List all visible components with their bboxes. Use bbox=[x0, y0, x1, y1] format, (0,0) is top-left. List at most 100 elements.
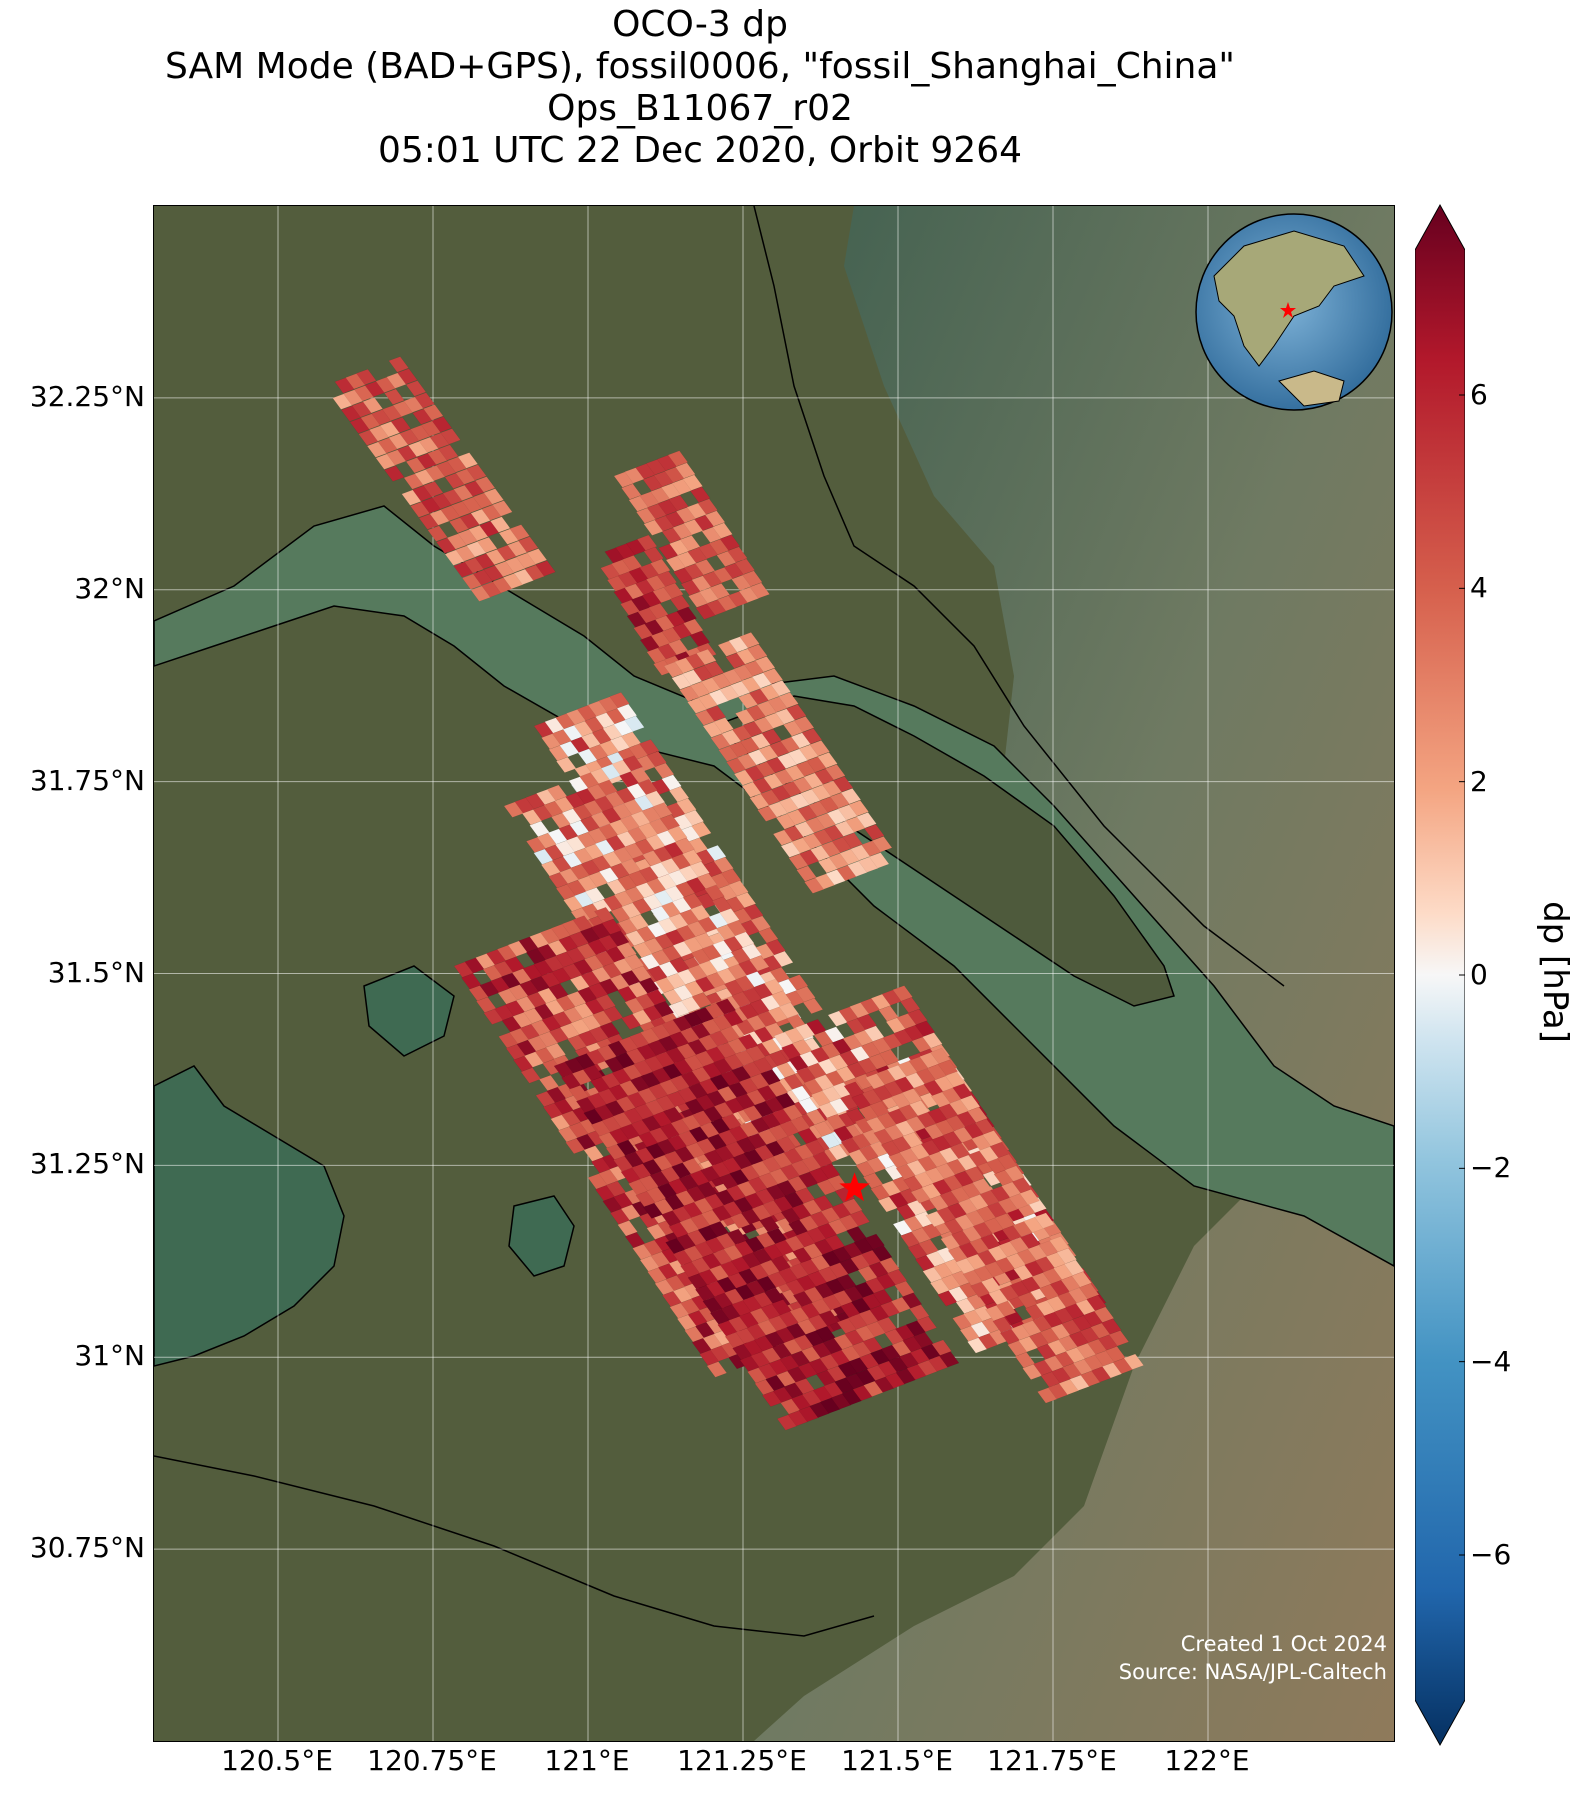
sounding-footprint bbox=[735, 892, 757, 909]
sounding-footprint bbox=[702, 721, 724, 738]
lat-tick-label: 31°N bbox=[74, 1339, 145, 1373]
colorbar-gradient bbox=[1415, 203, 1465, 1747]
sounding-footprint bbox=[825, 1113, 847, 1130]
sounding-footprint bbox=[858, 856, 879, 873]
sounding-footprint bbox=[770, 680, 791, 697]
sounding-footprint bbox=[769, 740, 790, 757]
sounding-footprint bbox=[1004, 1165, 1025, 1182]
sounding-footprint bbox=[622, 755, 643, 772]
sounding-footprint bbox=[1080, 1370, 1101, 1387]
sounding-footprint bbox=[643, 519, 664, 536]
sounding-footprint bbox=[781, 781, 803, 797]
sounding-footprint bbox=[483, 565, 504, 582]
sounding-footprint bbox=[431, 493, 453, 510]
sounding-footprint bbox=[698, 543, 719, 559]
sounding-footprint bbox=[817, 1222, 838, 1239]
sounding-footprint bbox=[453, 561, 474, 578]
sounding-footprint bbox=[734, 558, 755, 575]
sounding-footprint bbox=[1034, 1212, 1055, 1229]
sounding-footprint bbox=[405, 380, 427, 397]
sounding-footprint bbox=[575, 1053, 596, 1070]
sounding-footprint bbox=[826, 808, 848, 825]
sounding-footprint bbox=[609, 692, 630, 709]
yangtze-river bbox=[154, 505, 1394, 1267]
sounding-footprint bbox=[592, 1010, 613, 1027]
sounding-footprint bbox=[837, 804, 859, 821]
sounding-footprint bbox=[742, 721, 764, 737]
sounding-footprint bbox=[817, 857, 839, 874]
dianshan-lake bbox=[508, 1195, 575, 1277]
sounding-footprint bbox=[429, 432, 450, 449]
sounding-footprint bbox=[384, 465, 405, 482]
sounding-footprint bbox=[420, 420, 442, 437]
colorbar-tick-label: 4 bbox=[1470, 571, 1488, 605]
sounding-footprint bbox=[462, 496, 483, 513]
sounding-footprint bbox=[799, 849, 820, 866]
sounding-footprint bbox=[703, 661, 725, 677]
title-line-3: Ops_B11067_r02 bbox=[547, 88, 853, 129]
sounding-footprint bbox=[892, 985, 913, 1002]
sounding-footprint bbox=[917, 1359, 938, 1376]
sounding-footprint bbox=[727, 546, 748, 563]
sounding-footprint bbox=[1019, 1189, 1040, 1206]
sounding-footprint bbox=[540, 971, 562, 988]
sounding-footprint bbox=[812, 1151, 833, 1168]
sounding-footprint bbox=[848, 800, 869, 817]
sounding-footprint bbox=[901, 1292, 923, 1309]
sounding-footprint bbox=[457, 452, 478, 469]
sounding-footprint bbox=[683, 519, 704, 535]
sounding-footprint bbox=[791, 837, 812, 854]
sounding-footprint bbox=[638, 977, 660, 994]
sounding-footprint bbox=[752, 1057, 774, 1074]
sounding-footprint bbox=[418, 513, 440, 530]
sounding-footprint bbox=[738, 1033, 759, 1050]
colorbar-tick-label: −2 bbox=[1470, 1151, 1512, 1185]
sounding-footprint bbox=[635, 463, 656, 480]
sounding-footprint bbox=[431, 416, 453, 433]
sounding-footprint bbox=[830, 1393, 852, 1410]
sounding-footprint bbox=[601, 918, 622, 935]
sounding-footprint bbox=[667, 825, 688, 842]
lon-tick-label: 120.75°E bbox=[367, 1744, 497, 1777]
sounding-footprint bbox=[775, 813, 797, 830]
target-star-icon[interactable] bbox=[839, 1172, 870, 1202]
sounding-footprint bbox=[728, 880, 749, 897]
sounding-footprint bbox=[813, 829, 834, 845]
sounding-footprint bbox=[690, 681, 711, 698]
sounding-footprint bbox=[750, 915, 771, 932]
sounding-footprint bbox=[377, 437, 399, 454]
sounding-footprint bbox=[840, 788, 862, 805]
sounding-footprint bbox=[776, 1414, 798, 1431]
sounding-footprint bbox=[667, 450, 689, 467]
sounding-footprint bbox=[756, 1275, 777, 1292]
sounding-footprint bbox=[755, 761, 776, 778]
sounding-footprint bbox=[687, 547, 708, 564]
sounding-footprint bbox=[680, 579, 701, 596]
sounding-footprint bbox=[522, 809, 543, 826]
sounding-footprint bbox=[744, 660, 765, 677]
sounding-footprint bbox=[745, 1045, 766, 1062]
sounding-footprint bbox=[598, 1169, 619, 1186]
sounding-footprint bbox=[911, 1227, 932, 1244]
sounding-footprint bbox=[464, 557, 485, 574]
sounding-footprint bbox=[748, 688, 770, 705]
lat-tick-label: 31.5°N bbox=[47, 955, 145, 989]
map-canvas[interactable] bbox=[154, 206, 1394, 1741]
sounding-footprint bbox=[759, 1216, 780, 1233]
sounding-footprint bbox=[763, 1243, 784, 1260]
lat-tick-label: 30.75°N bbox=[29, 1531, 145, 1565]
sounding-footprint bbox=[788, 853, 809, 870]
sounding-footprint bbox=[637, 778, 658, 795]
sounding-footprint bbox=[855, 1160, 876, 1177]
sounding-footprint bbox=[778, 1002, 800, 1019]
sounding-footprint bbox=[595, 994, 616, 1011]
sounding-footprint bbox=[691, 821, 712, 838]
sounding-footprint bbox=[420, 497, 442, 514]
sounding-footprint bbox=[733, 664, 754, 681]
map-panel[interactable] bbox=[153, 205, 1395, 1742]
sounding-footprint bbox=[697, 693, 719, 710]
sounding-footprint bbox=[760, 1069, 781, 1086]
sounding-footprint bbox=[425, 465, 446, 481]
sounding-footprint bbox=[758, 745, 779, 761]
sounding-footprint bbox=[694, 709, 716, 726]
